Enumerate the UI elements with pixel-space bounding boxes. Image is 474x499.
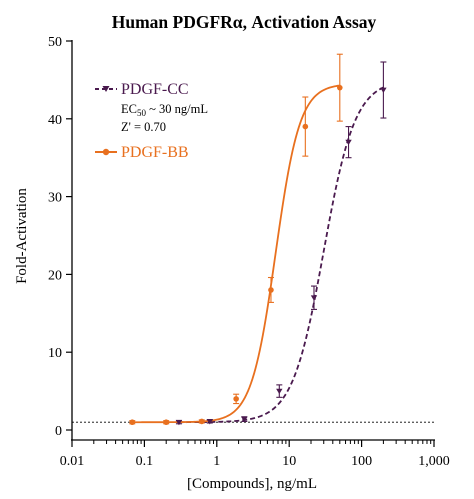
data-point [175, 419, 183, 426]
fit-curve-bb [131, 84, 341, 424]
axis-ticks: 0 10 20 30 40 50 0.01 0.1 1 10 100 1,000 [48, 35, 450, 469]
x-tick-label: 1 [213, 454, 220, 469]
y-tick-label: 40 [48, 113, 62, 128]
z-prime-annotation: Z' = 0.70 [121, 120, 166, 134]
x-tick-label: 10 [282, 454, 296, 469]
y-tick-label: 50 [48, 35, 62, 50]
legend-bb-marker [102, 148, 110, 156]
fit-curves [131, 84, 385, 424]
data-point [337, 84, 343, 91]
data-point [276, 388, 283, 395]
data-point [206, 419, 213, 425]
data-point [163, 419, 169, 426]
legend: PDGF-CC EC50 ~ 30 ng/mL Z' = 0.70 PDGF-B… [95, 81, 208, 161]
data-point [233, 396, 239, 402]
y-tick-label: 0 [55, 424, 62, 439]
legend-cc-label: PDGF-CC [121, 81, 189, 98]
x-tick-label: 0.01 [60, 454, 85, 469]
data-point [302, 123, 309, 130]
x-tick-label: 0.1 [136, 454, 154, 469]
chart-title: Human PDGFRα, Activation Assay [112, 12, 377, 32]
ec50-annotation: EC50 ~ 30 ng/mL [121, 102, 208, 118]
legend-cc-marker [102, 86, 110, 92]
y-tick-label: 30 [48, 191, 62, 206]
data-markers [129, 84, 387, 426]
data-point [268, 287, 274, 293]
data-point [129, 419, 136, 426]
y-axis-label: Fold-Activation [14, 188, 30, 284]
y-tick-label: 10 [48, 346, 62, 361]
data-point [198, 418, 205, 425]
x-axis-label: [Compounds], ng/mL [187, 476, 317, 492]
y-tick-label: 20 [48, 268, 62, 283]
x-tick-label: 100 [351, 454, 372, 469]
data-point [310, 295, 318, 301]
fit-curve-cc [178, 86, 385, 424]
legend-bb-label: PDGF-BB [121, 144, 189, 161]
data-point [241, 416, 248, 423]
data-point [345, 139, 352, 146]
axes [71, 40, 435, 441]
data-point [380, 87, 387, 94]
x-tick-label: 1,000 [418, 454, 450, 469]
